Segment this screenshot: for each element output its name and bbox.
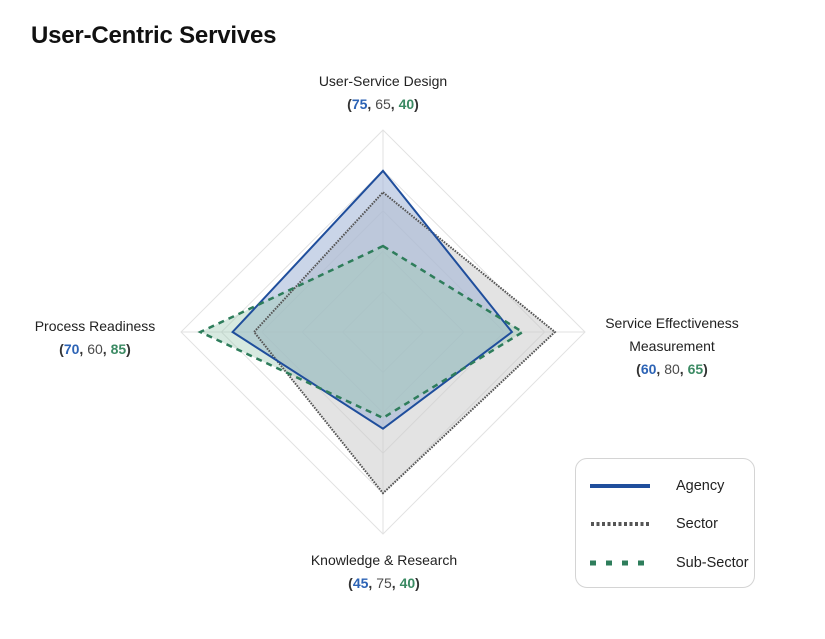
series-line-sector: [252, 190, 557, 495]
legend-item-sub-sector[interactable]: Sub-Sector: [590, 553, 749, 573]
sub-sector-value: 65: [687, 361, 704, 377]
sector-value: 65: [375, 96, 391, 112]
axis-label-name: Process Readiness: [34, 318, 156, 334]
sub-sector-value: 85: [110, 341, 127, 357]
axis-label-name: Knowledge & Research: [310, 552, 458, 568]
radar-series: [197, 169, 557, 495]
legend-label: Sub-Sector: [676, 555, 749, 571]
sector-value: 80: [664, 361, 680, 377]
axis-label-values: (70, 60, 85): [59, 341, 131, 357]
series-area-sub-sector: [200, 246, 523, 418]
agency-value: 75: [351, 96, 368, 112]
axis-label-name-line1: Service Effectiveness: [605, 315, 739, 331]
series-area-agency: [232, 170, 512, 429]
sector-value: 60: [87, 341, 103, 357]
agency-value: 70: [63, 341, 80, 357]
legend-label: Agency: [676, 478, 725, 494]
series-line-sub-sector: [197, 244, 526, 420]
legend: Agency Sector Sub-Sector: [575, 458, 755, 588]
axis-label-knowledge-research: Knowledge & Research (45, 75, 40): [284, 549, 484, 595]
axis-label-values: (75, 65, 40): [347, 96, 419, 112]
axis-label-values: (60, 80, 65): [636, 361, 708, 377]
legend-item-sector[interactable]: Sector: [590, 514, 718, 534]
legend-swatch-agency: [590, 484, 650, 488]
series-line-agency: [231, 169, 514, 430]
legend-item-agency[interactable]: Agency: [590, 476, 724, 496]
sector-value: 75: [376, 575, 392, 591]
axis-label-user-service-design: User-Service Design (75, 65, 40): [283, 70, 483, 116]
agency-value: 45: [352, 575, 369, 591]
sub-sector-value: 40: [398, 96, 415, 112]
axis-label-service-effectiveness: Service Effectiveness Measurement (60, 8…: [572, 312, 772, 381]
legend-swatch-sector: [591, 522, 650, 526]
axis-label-process-readiness: Process Readiness (70, 60, 85): [14, 315, 176, 361]
chart-title: User-Centric Servives: [31, 22, 277, 49]
agency-value: 60: [640, 361, 657, 377]
legend-label: Sector: [676, 516, 718, 532]
axis-label-values: (45, 75, 40): [348, 575, 420, 591]
axis-label-name: User-Service Design: [318, 73, 448, 89]
axis-label-name-line2: Measurement: [629, 338, 715, 354]
sub-sector-value: 40: [399, 575, 416, 591]
legend-swatch-sub-sector: [590, 560, 652, 566]
